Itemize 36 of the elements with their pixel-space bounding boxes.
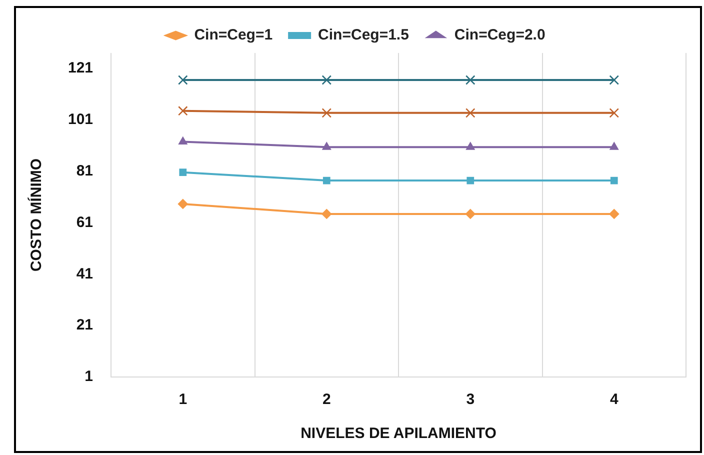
x-tick-label: 2: [322, 391, 331, 408]
legend-label: Cin=Ceg=1: [194, 26, 273, 44]
y-tick-label: 41: [76, 265, 94, 282]
point: [465, 208, 476, 219]
point: [466, 176, 474, 184]
legend-label: Cin=Ceg=1.5: [318, 26, 409, 44]
x-tick-label: 1: [178, 391, 188, 408]
point: [610, 142, 619, 150]
legend-label: Cin=Ceg=2.0: [454, 26, 546, 44]
point: [609, 108, 620, 118]
point: [178, 136, 188, 144]
point: [466, 142, 475, 150]
y-tick-label: 21: [76, 316, 94, 334]
x-axis-title: NIVELES DE APILAMIENTO: [300, 425, 497, 442]
point: [322, 176, 330, 184]
point: [609, 75, 620, 85]
y-tick-label: 121: [68, 60, 94, 77]
point: [178, 198, 188, 209]
point: [322, 108, 332, 118]
y-tick-label: 81: [76, 162, 94, 180]
y-tick-label: 101: [68, 111, 94, 128]
y-axis-title: COSTO MÍNIMO: [27, 158, 46, 272]
point: [465, 75, 476, 85]
point: [178, 106, 188, 116]
point: [465, 108, 476, 118]
x-tick-label: 4: [610, 391, 619, 408]
x-tick-label: 3: [466, 391, 475, 408]
point: [609, 208, 620, 219]
point: [322, 142, 332, 150]
point: [179, 168, 187, 176]
point: [610, 176, 618, 184]
y-tick-label: 1: [84, 368, 94, 386]
point: [178, 75, 188, 85]
point: [322, 208, 332, 219]
y-tick-label: 61: [76, 214, 94, 231]
point: [322, 75, 332, 85]
